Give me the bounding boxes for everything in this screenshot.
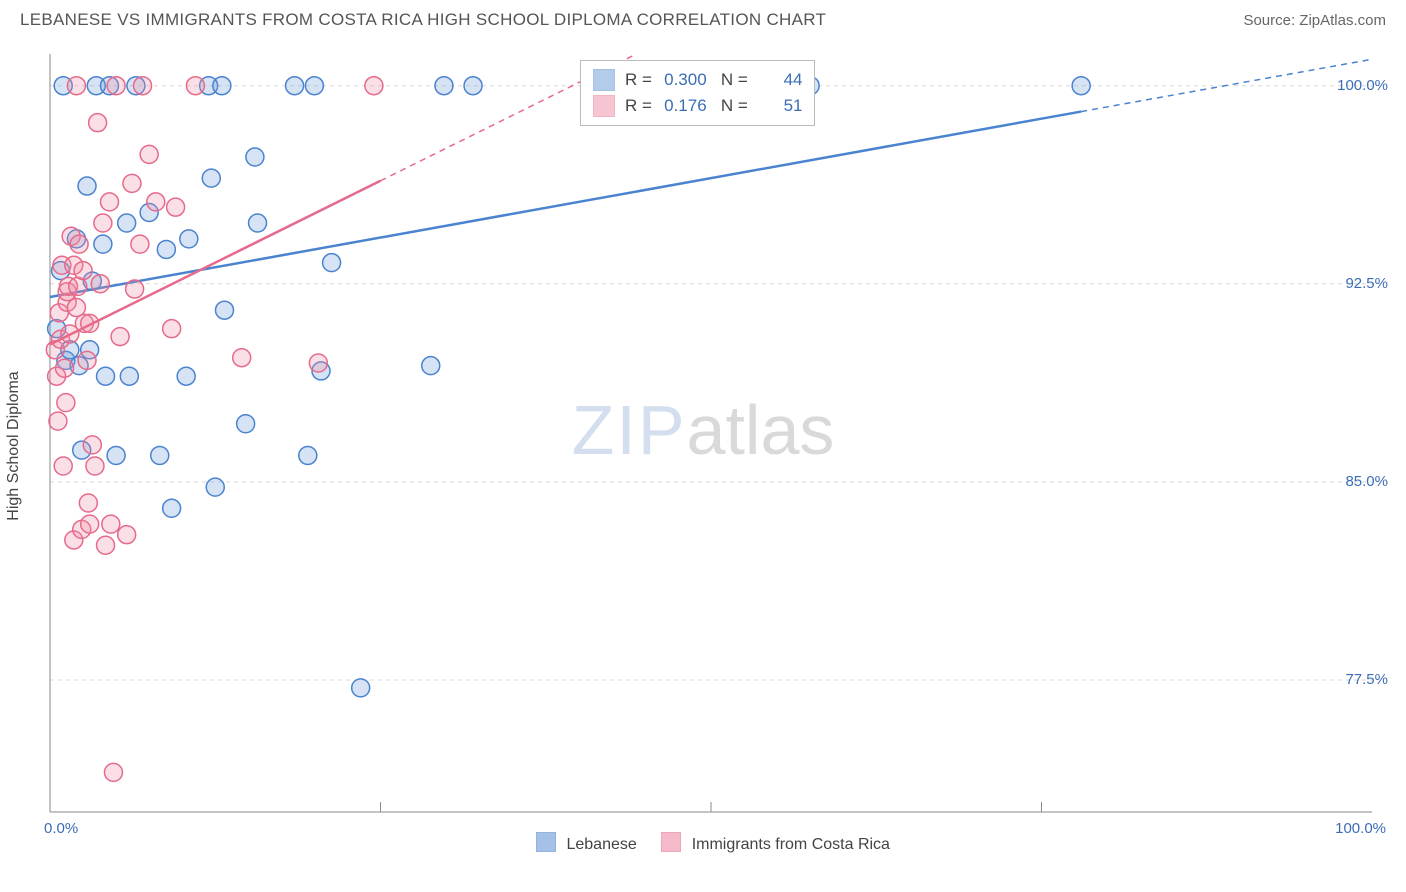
corr-text: R = 0.300 N = 44: [625, 67, 802, 93]
corr-swatch: [593, 95, 615, 117]
y-tick: 92.5%: [1345, 275, 1388, 292]
corr-text: R = 0.176 N = 51: [625, 93, 802, 119]
source-label: Source: ZipAtlas.com: [1243, 12, 1386, 29]
corr-row: R = 0.300 N = 44: [593, 67, 802, 93]
y-tick: 77.5%: [1345, 671, 1388, 688]
scatter-chart: [20, 42, 1386, 850]
y-tick: 100.0%: [1337, 77, 1388, 94]
corr-row: R = 0.176 N = 51: [593, 93, 802, 119]
correlation-box: R = 0.300 N = 44R = 0.176 N = 51: [580, 60, 815, 126]
corr-swatch: [593, 69, 615, 91]
chart-title: LEBANESE VS IMMIGRANTS FROM COSTA RICA H…: [20, 10, 826, 30]
chart-container: High School Diploma ZIPatlas R = 0.300 N…: [20, 42, 1386, 850]
legend-swatch-lebanese: [536, 832, 556, 852]
legend-label-costa-rica: Immigrants from Costa Rica: [692, 836, 890, 853]
legend-label-lebanese: Lebanese: [566, 836, 636, 853]
legend-swatch-costa-rica: [661, 832, 681, 852]
y-tick: 85.0%: [1345, 473, 1388, 490]
y-axis-label: High School Diploma: [5, 371, 23, 520]
bottom-legend: Lebanese Immigrants from Costa Rica: [20, 832, 1386, 854]
